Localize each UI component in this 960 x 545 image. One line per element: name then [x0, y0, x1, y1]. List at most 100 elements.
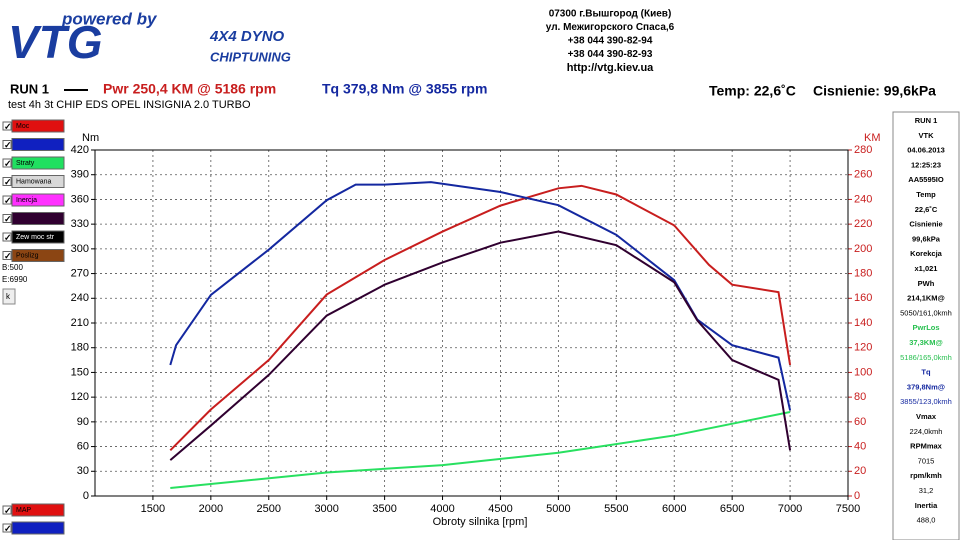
panel-text: PWh [918, 279, 935, 288]
test: test 4h 3t CHIP EDS OPEL INSIGNIA 2.0 TU… [8, 99, 251, 111]
checkbox[interactable] [2, 177, 12, 186]
panel-text: 5050/161,0kmh [900, 308, 952, 317]
y-tick-label: 330 [71, 218, 89, 230]
panel-text: Cisnienie [909, 220, 942, 229]
panel-text: 22,6˚C [915, 205, 938, 214]
pwr: Pwr 250,4 KM @ 5186 rpm [103, 81, 276, 97]
address-line: +38 044 390-82-94 [568, 36, 653, 47]
legend-label: Hamowana [16, 178, 52, 185]
address-line: +38 044 390-82-93 [568, 49, 653, 60]
x-tick-label: 7000 [778, 503, 802, 515]
panel-text: 31,2 [919, 486, 934, 495]
panel-text: 37,3KM@ [909, 338, 943, 347]
panel-text: 04.06.2013 [907, 146, 945, 155]
check: ✓ [4, 214, 12, 224]
y-tick-label: 270 [71, 267, 89, 279]
panel-text: 5186/165,0kmh [900, 353, 952, 362]
panel-text: 214,1KM@ [907, 294, 945, 303]
run: RUN 1 [10, 81, 49, 96]
checkbox[interactable] [2, 121, 12, 131]
y-tick-label: 90 [77, 416, 89, 428]
y-tick-label: 360 [71, 193, 89, 205]
legend-label: Poslizg [16, 252, 39, 259]
x-tick-label: 4500 [488, 503, 512, 515]
legend-label: Moc [16, 123, 30, 130]
legend-label: Inercja [16, 197, 37, 204]
tq: Tq 379,8 Nm @ 3855 rpm [322, 81, 487, 97]
b-value: B:500 [2, 263, 23, 272]
checkbox[interactable] [2, 251, 12, 260]
y2-tick-label: 40 [854, 440, 866, 452]
panel-text: VTK [919, 131, 935, 140]
right-panel [892, 111, 960, 541]
checkbox[interactable] [2, 505, 12, 515]
check: ✓ [4, 195, 12, 205]
y2-tick-label: 100 [854, 366, 872, 378]
y2-tick-label: 200 [854, 243, 872, 255]
k-label: k [6, 292, 11, 301]
logo: VTG [8, 16, 103, 68]
checkbox[interactable] [2, 140, 12, 149]
y-tick-label: 420 [71, 144, 89, 156]
y-tick-label: 120 [71, 391, 89, 403]
temp: Temp: 22,6˚C [709, 83, 796, 99]
legend-swatch [11, 503, 65, 517]
panel-text: x1,021 [915, 264, 938, 273]
y2-tick-label: 120 [854, 342, 872, 354]
x-tick-label: 3000 [314, 503, 338, 515]
curve [170, 410, 791, 489]
legend-swatch [11, 156, 65, 170]
y2-tick-label: 0 [854, 490, 860, 502]
plot-frame [94, 149, 849, 497]
y-tick-label: 240 [71, 292, 89, 304]
y2-tick-label: 160 [854, 292, 872, 304]
y2-tick-label: 240 [854, 193, 872, 205]
checkbox[interactable] [2, 214, 12, 223]
x-tick-label: 2500 [257, 503, 281, 515]
y2-tick-label: 280 [854, 144, 872, 156]
check: ✓ [4, 523, 12, 533]
address-line: ул. Межигорского Спаса,6 [546, 22, 675, 33]
legend-swatch [11, 521, 65, 535]
panel-text: Inertia [915, 501, 938, 510]
panel-text: Tq [921, 368, 931, 377]
panel-text: 7015 [918, 456, 935, 465]
checkbox[interactable] [2, 523, 12, 533]
y2-tick-label: 60 [854, 416, 866, 428]
panel-text: 224,0kmh [910, 427, 943, 436]
y-tick-label: 210 [71, 317, 89, 329]
panel-text: RUN 1 [915, 116, 938, 125]
y2-tick-label: 220 [854, 218, 872, 230]
y2-tick-label: 140 [854, 317, 872, 329]
panel-text: 488,0 [917, 516, 936, 525]
legend-swatch [11, 230, 65, 244]
panel-text: AA5595IO [908, 175, 944, 184]
panel-text: Korekcja [910, 249, 943, 258]
k-button[interactable] [2, 288, 16, 305]
panel-text: 99,6kPa [912, 234, 941, 243]
y2-tick-label: 260 [854, 169, 872, 181]
x-tick-label: 3500 [372, 503, 396, 515]
panel-text: 379,8Nm@ [907, 382, 945, 391]
y2-tick-label: 80 [854, 391, 866, 403]
x-tick-label: 6500 [720, 503, 744, 515]
legend-swatch [11, 193, 65, 207]
y-tick-label: 300 [71, 243, 89, 255]
checkbox[interactable] [2, 232, 12, 242]
checkbox[interactable] [2, 195, 12, 205]
x-tick-label: 7500 [836, 503, 860, 515]
x-tick-label: 6000 [662, 503, 686, 515]
y-tick-label: 30 [77, 465, 89, 477]
y-tick-label: 180 [71, 342, 89, 354]
y-tick-label: 60 [77, 440, 89, 452]
check: ✓ [4, 232, 12, 242]
y2-tick-label: 180 [854, 267, 872, 279]
logo-tag: powered by [61, 9, 158, 28]
legend-swatch [11, 249, 65, 262]
check: ✓ [4, 177, 12, 187]
y-axis-label: Nm [82, 132, 99, 144]
checkbox[interactable] [2, 158, 12, 168]
legend-swatch [11, 138, 65, 151]
brand: CHIPTUNING [210, 49, 291, 64]
